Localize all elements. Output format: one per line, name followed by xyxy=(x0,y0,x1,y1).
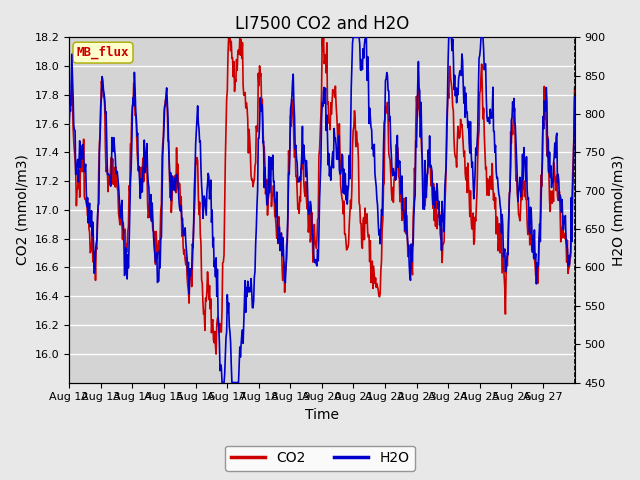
X-axis label: Time: Time xyxy=(305,408,339,422)
Y-axis label: H2O (mmol/m3): H2O (mmol/m3) xyxy=(611,154,625,265)
Title: LI7500 CO2 and H2O: LI7500 CO2 and H2O xyxy=(235,15,409,33)
Legend: CO2, H2O: CO2, H2O xyxy=(225,445,415,471)
Text: MB_flux: MB_flux xyxy=(77,46,129,59)
Y-axis label: CO2 (mmol/m3): CO2 (mmol/m3) xyxy=(15,155,29,265)
